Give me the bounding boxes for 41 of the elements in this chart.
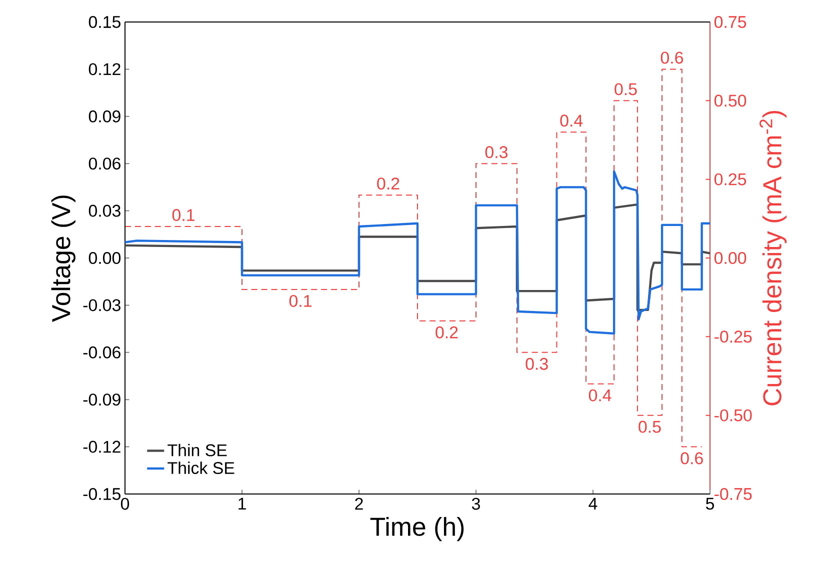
- x-tick-label: 4: [588, 498, 598, 510]
- annotation: 0.6: [680, 452, 703, 464]
- annotation: 0.5: [638, 420, 661, 433]
- annotation: 0.1: [289, 294, 312, 307]
- y-axis-title: Voltage (V): [51, 196, 76, 322]
- annotation: 0.2: [377, 178, 400, 190]
- x-axis-title: Time (h): [370, 516, 464, 542]
- annotation: 0.2: [436, 326, 458, 338]
- y-tick-label: 0.12: [88, 63, 120, 76]
- legend-label: Thin SE: [168, 444, 227, 456]
- y2-tick-label: 0.75: [714, 16, 746, 28]
- annotation: 0.6: [660, 52, 684, 64]
- x-tick-label: 1: [238, 498, 246, 510]
- y-tick-label: -0.15: [83, 488, 120, 500]
- legend-label: Thick SE: [168, 462, 234, 474]
- annotation: 0.3: [485, 146, 508, 158]
- y2-tick-label: 0.50: [714, 94, 746, 107]
- annotation: 0.3: [526, 358, 548, 370]
- y-tick-label: 0.15: [88, 16, 120, 28]
- y-tick-label: 0.00: [88, 252, 121, 264]
- y-tick-label: -0.12: [83, 440, 120, 453]
- y-tick-label: 0.09: [88, 110, 120, 122]
- y2-tick-label: -0.75: [714, 488, 752, 500]
- y2-axis-title: Current density (mA cm$^{-2}$): [760, 110, 787, 406]
- x-tick-label: 3: [472, 498, 480, 510]
- y-tick-label: -0.09: [83, 394, 120, 406]
- x-tick-label: 2: [355, 498, 363, 510]
- y-tick-label: 0.06: [88, 158, 120, 170]
- y2-tick-label: 0.25: [714, 173, 746, 186]
- x-tick-label: 5: [706, 498, 714, 510]
- y-tick-label: -0.03: [83, 299, 120, 312]
- annotation: 0.4: [560, 114, 583, 127]
- annotation: 0.5: [614, 83, 637, 96]
- y-tick-label: -0.06: [83, 346, 120, 358]
- y2-tick-label: -0.25: [714, 330, 752, 343]
- annotation: 0.1: [172, 209, 194, 222]
- y2-tick-label: -0.50: [714, 409, 752, 422]
- x-tick-label: 0: [120, 498, 130, 510]
- annotation: 0.4: [588, 389, 612, 402]
- y-tick-label: 0.03: [88, 204, 120, 217]
- y2-tick-label: 0.00: [714, 252, 746, 264]
